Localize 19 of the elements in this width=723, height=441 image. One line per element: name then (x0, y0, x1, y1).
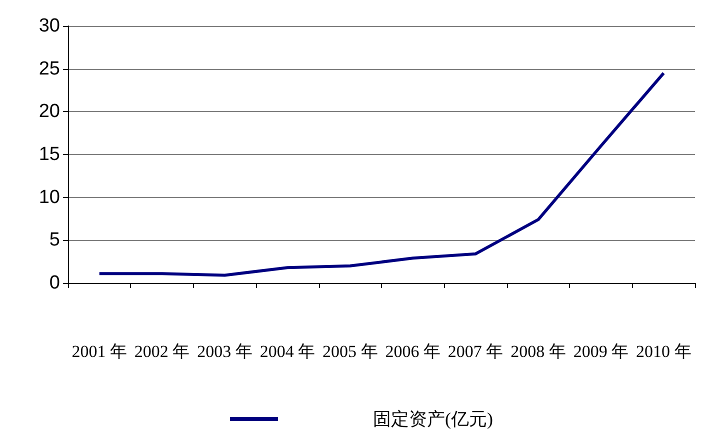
x-tick-label: 2006 年 (385, 342, 440, 361)
x-tick-label: 2007 年 (448, 342, 504, 361)
x-tick-label: 2003 年 (197, 342, 252, 361)
x-tick-label: 2009 年 (573, 342, 629, 361)
y-tick-label: 10 (38, 186, 60, 208)
x-tick-label: 2004 年 (260, 342, 316, 361)
x-tick-label: 2008 年 (510, 342, 566, 361)
x-tick-label: 2005 年 (322, 342, 378, 361)
y-tick-label: 25 (38, 58, 60, 80)
x-tick-label: 2001 年 (72, 342, 127, 361)
x-tick-label: 2002 年 (134, 342, 190, 361)
x-tick-label: 2010 年 (636, 342, 692, 361)
y-tick-label: 15 (38, 144, 60, 165)
y-tick-label: 0 (49, 272, 60, 294)
y-tick-label: 5 (49, 230, 60, 251)
y-tick-label: 20 (38, 101, 60, 122)
y-tick-label: 30 (38, 16, 60, 36)
text: 固定资产(亿元) (373, 409, 494, 429)
line-series (98, 72, 666, 277)
